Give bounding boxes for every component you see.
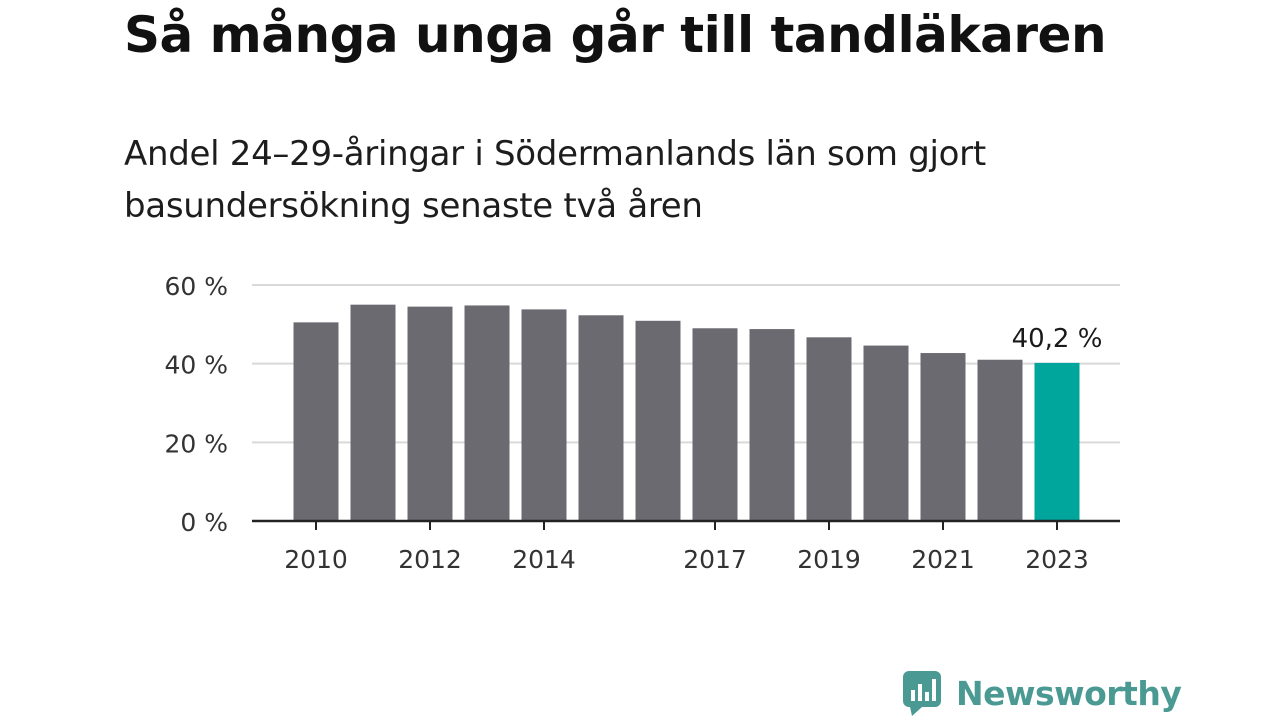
bar-chart: 0 % 20 % 40 % 60 % 2010 2012 2014 2017 2019 2021 2…: [164, 272, 1120, 574]
chart-subtitle: Andel 24–29-åringar i Södermanlands län …: [124, 134, 986, 226]
bar-2017: [692, 328, 738, 521]
x-tick-label: 2019: [797, 545, 861, 574]
x-tick-label: 2021: [911, 545, 975, 574]
brand-name: Newsworthy: [956, 673, 1182, 713]
bar-2016: [635, 320, 681, 521]
x-tick-label: 2017: [683, 545, 747, 574]
y-tick-label: 0 %: [180, 508, 228, 537]
bar-2010: [293, 322, 339, 521]
bar-2011: [350, 304, 396, 521]
bar-2019: [806, 337, 852, 521]
x-tick-label: 2023: [1025, 545, 1089, 574]
y-tick-label: 20 %: [164, 429, 228, 458]
x-tick-label: 2012: [398, 545, 462, 574]
bar-2014: [521, 309, 567, 521]
x-tick-label: 2010: [284, 545, 348, 574]
bar-2018: [749, 329, 795, 521]
bar-2013: [464, 305, 510, 521]
chart-title: Så många unga går till tandläkaren: [124, 6, 1107, 64]
bar-2023: [1034, 362, 1080, 521]
bar-2012: [407, 306, 453, 521]
data-label-2023: 40,2 %: [1012, 324, 1103, 354]
bar-2020: [863, 345, 909, 521]
x-tick-label: 2014: [512, 545, 576, 574]
newsworthy-logo-icon: [903, 671, 941, 716]
y-tick-label: 60 %: [164, 272, 228, 301]
bar-2015: [578, 315, 624, 521]
newsworthy-logo: Newsworthy: [902, 670, 1182, 716]
bar-2022: [977, 359, 1023, 521]
bar-2021: [920, 353, 966, 521]
y-tick-label: 40 %: [164, 351, 228, 380]
